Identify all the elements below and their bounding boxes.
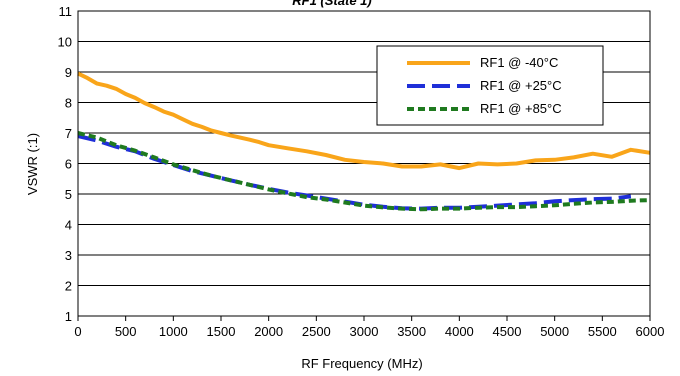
- y-tick-label: 5: [65, 187, 72, 202]
- y-tick-label: 6: [65, 157, 72, 172]
- x-tick-label: 2500: [302, 324, 331, 339]
- y-tick-label: 7: [65, 126, 72, 141]
- y-tick-label: 2: [65, 279, 72, 294]
- y-tick-label: 1: [65, 309, 72, 324]
- x-tick-label: 0: [74, 324, 81, 339]
- legend-label-series-3: RF1 @ +85°C: [480, 101, 562, 116]
- y-tick-label: 4: [65, 218, 72, 233]
- x-tick-label: 4000: [445, 324, 474, 339]
- x-tick-label: 500: [115, 324, 137, 339]
- series-line-1: [77, 71, 651, 171]
- series-layer: [77, 71, 651, 212]
- y-tick-label: 11: [59, 4, 73, 19]
- plot-area-border: [77, 10, 651, 317]
- legend-label-series-2: RF1 @ +25°C: [480, 78, 562, 93]
- y-tick-label: 8: [65, 96, 72, 111]
- y-tick-label: 3: [65, 248, 72, 263]
- series-line-3: [77, 131, 651, 212]
- labels-layer: 1 2 3 4 5 6 7 8 9 10 11 0 500 1000 1500 2000 2500 3000 350…: [58, 4, 665, 339]
- x-tick-label: 1000: [159, 324, 188, 339]
- legend: RF1 @ -40°C RF1 @ +25°C RF1 @ +85°C: [376, 45, 604, 126]
- x-axis-title: RF Frequency (MHz): [301, 356, 422, 371]
- axes-layer: [77, 10, 651, 321]
- x-tick-label: 3000: [350, 324, 379, 339]
- y-axis-title: VSWR (:1): [25, 133, 40, 195]
- y-tick-label: 9: [65, 65, 72, 80]
- x-tick-label: 2000: [254, 324, 283, 339]
- x-tick-label: 5000: [540, 324, 569, 339]
- x-tick-label: 3500: [397, 324, 426, 339]
- legend-label-series-1: RF1 @ -40°C: [480, 55, 558, 70]
- series-line-2: [77, 134, 632, 211]
- x-tick-label: 4500: [493, 324, 522, 339]
- x-tick-label: 5500: [588, 324, 617, 339]
- chart-title: RF1 (State 1): [292, 0, 371, 8]
- y-tick-label: 10: [58, 35, 72, 50]
- x-tick-label: 6000: [636, 324, 665, 339]
- x-tick-label: 1500: [207, 324, 236, 339]
